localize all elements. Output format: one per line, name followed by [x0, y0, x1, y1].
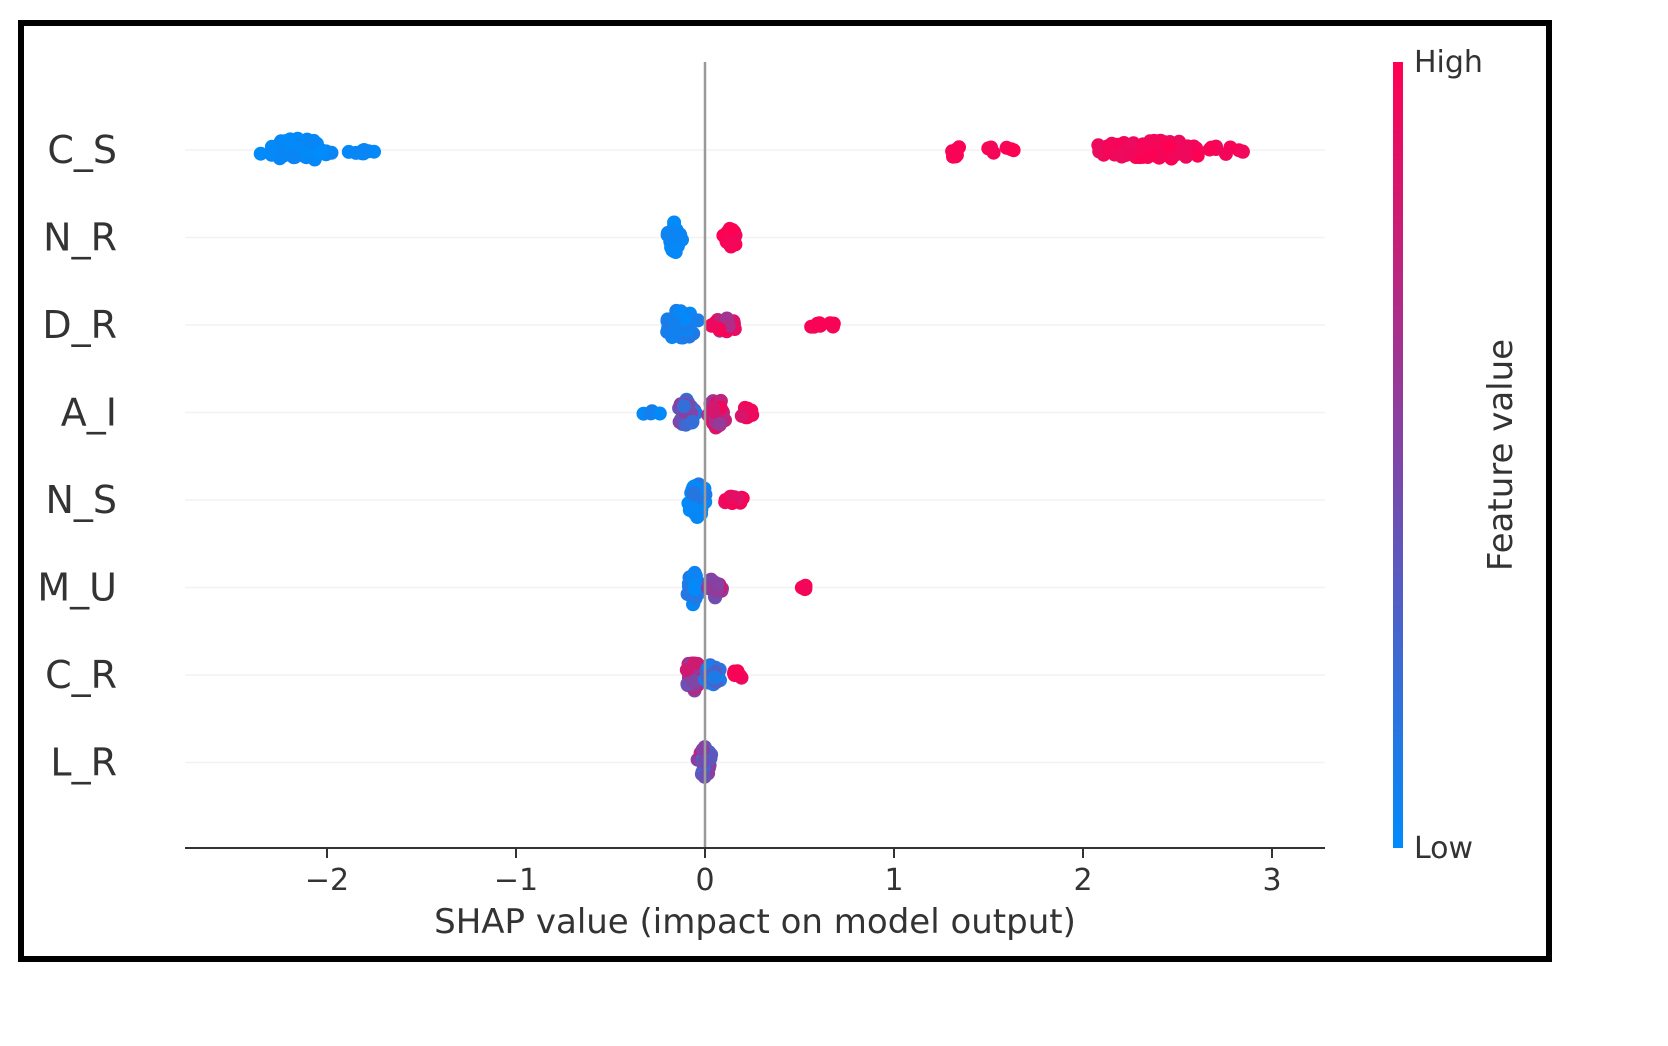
shap-dot	[700, 581, 715, 595]
x-tick-label: 3	[1262, 863, 1281, 898]
shap-dot	[984, 140, 998, 155]
feature-labels: C_S N_R D_R A_I N_S M_U C_R L_R	[37, 128, 117, 785]
shap-dot	[687, 656, 702, 671]
shap-dot	[825, 317, 840, 332]
shap-dot	[695, 755, 710, 770]
shap-dot	[673, 305, 688, 320]
shap-dot	[686, 487, 701, 501]
shap-dot	[712, 417, 727, 431]
x-tick-label: 1	[884, 863, 903, 898]
shap-dots	[253, 131, 1250, 784]
colorbar-high-label: High	[1414, 45, 1483, 80]
shap-dot	[704, 318, 719, 333]
shap-dot	[1146, 136, 1161, 151]
shap-dot	[687, 674, 702, 688]
feature-label-l-r: L_R	[50, 741, 117, 785]
feature-label-c-s: C_S	[47, 128, 117, 172]
shap-dot	[283, 139, 298, 153]
shap-dot	[687, 582, 702, 597]
shap-dot	[813, 318, 828, 333]
shap-dot	[724, 489, 739, 504]
shap-dot	[1218, 146, 1233, 161]
shap-dot	[707, 670, 722, 685]
shap-dot	[666, 241, 681, 256]
shap-dot	[303, 134, 318, 149]
x-tick-label: −1	[494, 863, 538, 898]
shap-dot	[1135, 141, 1150, 156]
shap-dot	[684, 499, 699, 514]
shap-dot	[652, 406, 667, 421]
shap-dot	[730, 664, 745, 679]
chart-frame	[18, 20, 1552, 962]
shap-dot	[1006, 143, 1021, 158]
shap-dot	[660, 225, 675, 240]
shap-dot	[1101, 141, 1116, 156]
feature-label-m-u: M_U	[37, 566, 117, 610]
shap-dot	[690, 510, 705, 524]
row-gridlines	[185, 149, 1325, 764]
shap-dot	[706, 404, 721, 419]
shap-dot	[1123, 145, 1138, 160]
colorbar-low-label: Low	[1414, 831, 1473, 866]
shap-dot	[685, 414, 700, 429]
feature-label-d-r: D_R	[42, 303, 117, 347]
x-tick-label: −2	[305, 863, 349, 898]
feature-label-c-r: C_R	[45, 653, 117, 697]
shap-dot	[286, 150, 301, 165]
shap-dot	[1161, 138, 1176, 153]
shap-dot	[667, 315, 682, 330]
colorbar	[1393, 62, 1403, 848]
colorbar-title: Feature value	[1481, 339, 1521, 571]
shap-dot	[1235, 144, 1250, 159]
x-axis-label: SHAP value (impact on model output)	[434, 902, 1076, 942]
shap-dot	[695, 742, 710, 757]
shap-dot	[734, 408, 749, 423]
x-tick-label: 0	[695, 863, 714, 898]
shap-dot	[745, 407, 760, 422]
shap-dot	[1204, 140, 1219, 155]
feature-label-n-s: N_S	[45, 478, 117, 522]
shap-dot	[355, 146, 369, 161]
shap-dot	[945, 144, 960, 159]
x-ticks: −2 −1 0 1 2 3	[305, 848, 1282, 898]
shap-dot	[253, 146, 268, 161]
feature-label-a-i: A_I	[61, 391, 117, 435]
feature-label-n-r: N_R	[43, 216, 117, 260]
shap-dot	[725, 223, 739, 238]
shap-dot	[797, 582, 812, 597]
shap-dot	[314, 144, 329, 159]
shap-dot	[677, 399, 691, 414]
shap-dot	[1190, 148, 1205, 163]
x-tick-label: 2	[1073, 863, 1092, 898]
